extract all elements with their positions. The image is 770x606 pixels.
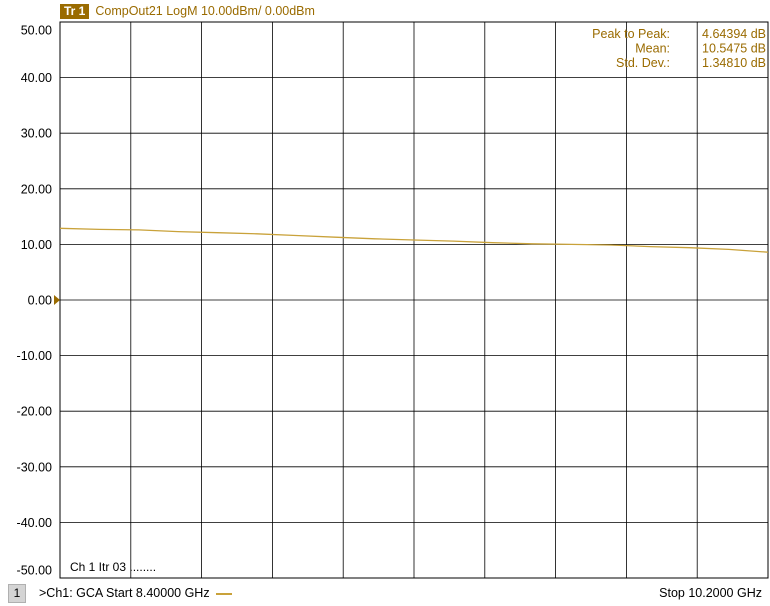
y-tick-label: 10.00 bbox=[21, 238, 52, 252]
y-tick-label: -20.00 bbox=[17, 405, 52, 419]
channel-status: Ch 1 Itr 03 ........ bbox=[70, 560, 156, 574]
grid bbox=[59, 21, 769, 579]
y-tick-labels: 50.00 40.00 30.00 20.00 10.00 0.00 -10.00 -20.0… bbox=[17, 24, 53, 578]
stat-value: 1.34810 dB bbox=[702, 56, 766, 70]
stat-label: Mean: bbox=[635, 42, 670, 56]
trace-description: CompOut21 LogM 10.00dBm/ 0.00dBm bbox=[95, 4, 315, 18]
y-tick-label: -50.00 bbox=[17, 564, 52, 578]
y-tick-label: -30.00 bbox=[17, 460, 52, 474]
channel-info: >Ch1: GCA Start 8.40000 GHz bbox=[39, 586, 232, 600]
stat-label: Std. Dev.: bbox=[616, 56, 670, 70]
trace-color-swatch bbox=[215, 592, 232, 595]
y-tick-label: -40.00 bbox=[17, 516, 52, 530]
channel-number-button[interactable]: 1 bbox=[8, 584, 26, 603]
y-tick-label: 50.00 bbox=[21, 24, 52, 38]
trace-line bbox=[59, 227, 769, 253]
stat-value: 10.5475 dB bbox=[702, 42, 766, 56]
y-tick-label: 30.00 bbox=[21, 127, 52, 141]
bottom-status-bar: 1 >Ch1: GCA Start 8.40000 GHz Stop 10.20… bbox=[0, 582, 770, 606]
y-tick-label: 40.00 bbox=[21, 71, 52, 85]
stat-label: Peak to Peak: bbox=[592, 27, 670, 41]
reference-level-marker[interactable] bbox=[54, 295, 60, 305]
trace-badge[interactable]: Tr 1 bbox=[60, 3, 90, 19]
statistics-panel: Peak to Peak: 4.64394 dB Mean: 10.5475 dB St… bbox=[592, 27, 766, 70]
trace-header[interactable]: Tr 1 CompOut21 LogM 10.00dBm/ 0.00dBm bbox=[60, 2, 315, 20]
y-tick-label: 20.00 bbox=[21, 182, 52, 196]
channel-start-label: >Ch1: GCA Start 8.40000 GHz bbox=[39, 586, 210, 600]
y-tick-label: 0.00 bbox=[28, 294, 52, 308]
stat-value: 4.64394 dB bbox=[702, 27, 766, 41]
stop-frequency-label: Stop 10.2000 GHz bbox=[659, 586, 762, 600]
y-tick-label: -10.00 bbox=[17, 349, 52, 363]
